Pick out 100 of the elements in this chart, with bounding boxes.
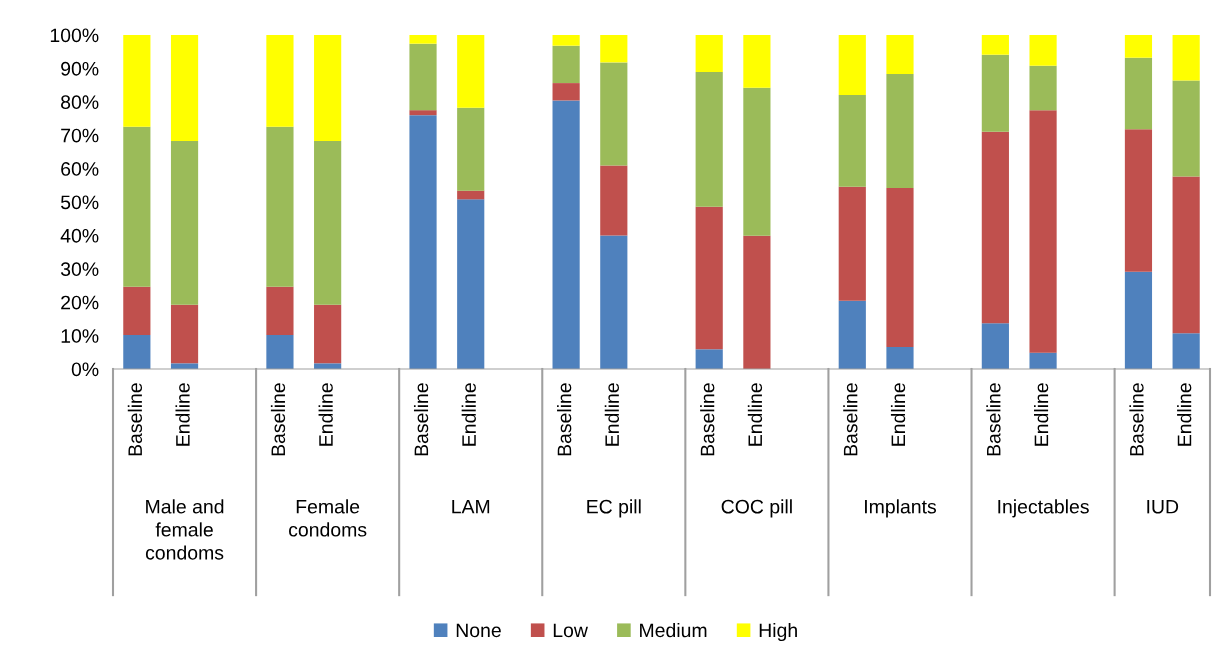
- bar: [886, 74, 914, 188]
- bar: [457, 35, 485, 108]
- x-tick-label: Endline: [890, 383, 906, 446]
- bar: [266, 286, 294, 335]
- bar: [457, 107, 485, 191]
- bar: [266, 126, 294, 287]
- bar: [457, 190, 485, 200]
- bar: [552, 35, 580, 46]
- bar: [1124, 271, 1153, 369]
- y-tick-label: 10%: [61, 329, 99, 343]
- bar: [600, 35, 628, 63]
- bar: [600, 62, 628, 166]
- x-tick-label: Baseline: [700, 383, 715, 456]
- bar: [1029, 35, 1057, 66]
- bar: [1029, 65, 1057, 111]
- y-tick-label: 50%: [60, 195, 99, 210]
- y-tick-label: 80%: [61, 95, 99, 110]
- x-tick-label: Baseline: [413, 383, 429, 456]
- text: LAM: [452, 499, 490, 514]
- bar: [600, 165, 628, 236]
- bar: [1029, 352, 1057, 369]
- x-tick-label: Baseline: [270, 383, 286, 456]
- bar: [1172, 80, 1200, 177]
- y-tick-label: 60%: [61, 162, 99, 176]
- bar: [552, 45, 580, 84]
- legend-label: None: [456, 623, 501, 638]
- legend-label: Medium: [640, 622, 707, 638]
- text: Injectables: [998, 499, 1089, 518]
- y-tick-label: 20%: [61, 295, 99, 310]
- x-tick-label: Baseline: [127, 383, 143, 456]
- bar: [123, 126, 151, 287]
- bar: [600, 235, 628, 369]
- bar: [409, 110, 437, 116]
- bar: [1172, 176, 1200, 334]
- bar: [123, 35, 151, 127]
- bar: [981, 35, 1009, 55]
- bar: [170, 140, 199, 305]
- bar: [266, 334, 294, 369]
- bar: [838, 186, 866, 301]
- bar: [838, 35, 866, 96]
- bar: [123, 286, 151, 335]
- bar: [314, 35, 342, 141]
- x-tick-label: Baseline: [986, 383, 1001, 456]
- bar: [314, 304, 342, 364]
- bar: [266, 35, 294, 127]
- text: Implants: [865, 499, 937, 518]
- bar: [1124, 35, 1153, 58]
- y-tick-label: 90%: [61, 61, 99, 76]
- text: Male and female condoms: [145, 499, 224, 560]
- text: COC pill: [721, 499, 792, 518]
- y-tick-label: 70%: [61, 128, 99, 143]
- legend-label: Low: [553, 623, 588, 638]
- bar: [886, 187, 914, 347]
- bar: [695, 206, 723, 350]
- bar: [123, 334, 151, 369]
- bar: [457, 199, 485, 369]
- bar: [1124, 57, 1153, 130]
- bar: [695, 72, 723, 207]
- bar: [695, 349, 723, 369]
- x-tick-label: Endline: [1177, 383, 1192, 446]
- bar: [314, 140, 342, 305]
- bar: [743, 235, 771, 369]
- bar: [409, 115, 437, 369]
- bar: [1172, 35, 1200, 81]
- y-tick-label: 40%: [60, 228, 99, 243]
- text: EC pill: [587, 499, 641, 518]
- bar: [838, 300, 866, 369]
- x-tick-label: Baseline: [557, 383, 572, 456]
- x-tick-label: Endline: [747, 383, 763, 446]
- bar: [170, 304, 199, 364]
- bar: [981, 54, 1009, 132]
- bar: [1029, 110, 1057, 353]
- x-tick-label: Baseline: [1129, 383, 1144, 456]
- bar: [409, 35, 437, 44]
- bar: [886, 346, 914, 369]
- bar: [981, 131, 1009, 324]
- bar: [1124, 129, 1153, 272]
- bar: [552, 83, 580, 101]
- bar: [170, 35, 199, 141]
- bar: [981, 323, 1009, 369]
- x-tick-label: Endline: [175, 383, 190, 446]
- y-tick-label: 30%: [60, 262, 99, 277]
- legend-label: High: [759, 622, 797, 642]
- x-tick-label: Endline: [318, 383, 333, 446]
- bar: [838, 95, 866, 187]
- bar: [1172, 333, 1200, 369]
- y-tick-label: 100%: [50, 28, 99, 43]
- text: IUD: [1147, 499, 1179, 514]
- bar: [695, 35, 723, 73]
- bar: [409, 43, 437, 111]
- x-tick-label: Baseline: [843, 383, 858, 456]
- x-tick-label: Endline: [1034, 383, 1049, 446]
- x-tick-label: Endline: [604, 383, 620, 446]
- bar: [552, 100, 580, 369]
- bar: [886, 35, 914, 75]
- bar: [743, 87, 771, 236]
- bar: [743, 35, 771, 88]
- y-tick-label: 0%: [71, 362, 99, 377]
- x-tick-label: Endline: [461, 383, 476, 446]
- text: Female condoms: [289, 499, 367, 537]
